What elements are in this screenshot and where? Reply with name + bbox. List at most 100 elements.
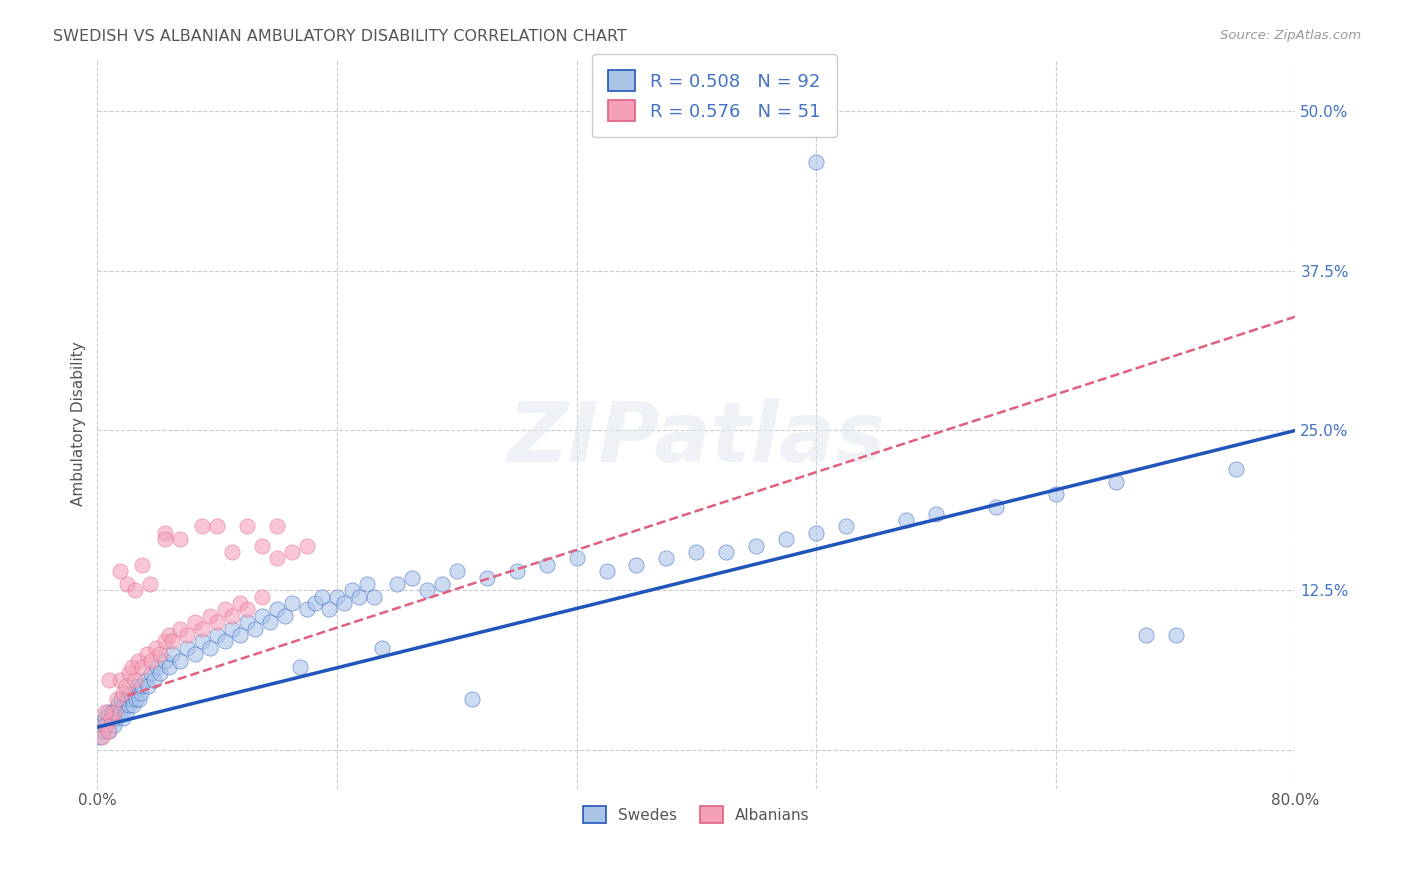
Point — [131, 558, 153, 572]
Point — [131, 679, 153, 693]
Point — [124, 673, 146, 687]
Point — [98, 723, 121, 738]
Point — [160, 634, 183, 648]
Text: SWEDISH VS ALBANIAN AMBULATORY DISABILITY CORRELATION CHART: SWEDISH VS ALBANIAN AMBULATORY DISABILIT… — [53, 29, 627, 44]
Point — [183, 647, 205, 661]
Point — [318, 602, 340, 616]
Point — [97, 723, 120, 738]
Point — [117, 577, 139, 591]
Point — [153, 634, 176, 648]
Point — [100, 711, 122, 725]
Point — [565, 551, 588, 566]
Point — [122, 698, 145, 713]
Point — [595, 564, 617, 578]
Point — [1045, 487, 1067, 501]
Point — [191, 634, 214, 648]
Point — [90, 717, 112, 731]
Point — [145, 640, 167, 655]
Point — [124, 685, 146, 699]
Point — [108, 673, 131, 687]
Point — [475, 570, 498, 584]
Point — [371, 640, 394, 655]
Point — [176, 640, 198, 655]
Point — [128, 692, 150, 706]
Point — [117, 692, 139, 706]
Point — [141, 654, 163, 668]
Point — [114, 679, 136, 693]
Point — [925, 507, 948, 521]
Point — [112, 698, 135, 713]
Point — [745, 539, 768, 553]
Point — [149, 647, 172, 661]
Point — [96, 717, 118, 731]
Point — [198, 640, 221, 655]
Point — [107, 698, 129, 713]
Point — [266, 519, 288, 533]
Point — [775, 532, 797, 546]
Point — [416, 583, 439, 598]
Point — [1225, 462, 1247, 476]
Point — [97, 705, 120, 719]
Point — [356, 577, 378, 591]
Point — [103, 717, 125, 731]
Point — [139, 577, 162, 591]
Point — [1135, 628, 1157, 642]
Point — [288, 660, 311, 674]
Point — [153, 532, 176, 546]
Y-axis label: Ambulatory Disability: Ambulatory Disability — [72, 342, 86, 507]
Point — [105, 711, 128, 725]
Point — [169, 654, 191, 668]
Point — [90, 731, 112, 745]
Point — [93, 723, 115, 738]
Point — [806, 525, 828, 540]
Point — [626, 558, 648, 572]
Point — [191, 622, 214, 636]
Point — [281, 545, 304, 559]
Point — [340, 583, 363, 598]
Point — [295, 539, 318, 553]
Point — [806, 155, 828, 169]
Point — [94, 717, 117, 731]
Point — [157, 628, 180, 642]
Point — [169, 622, 191, 636]
Point — [363, 590, 385, 604]
Point — [205, 519, 228, 533]
Point — [536, 558, 558, 572]
Point — [326, 590, 349, 604]
Point — [250, 539, 273, 553]
Point — [136, 679, 159, 693]
Point — [214, 602, 236, 616]
Point — [236, 615, 259, 630]
Point — [121, 692, 143, 706]
Point — [124, 583, 146, 598]
Point — [461, 692, 484, 706]
Point — [685, 545, 707, 559]
Point — [655, 551, 678, 566]
Point — [273, 608, 295, 623]
Point — [349, 590, 371, 604]
Point — [1164, 628, 1187, 642]
Point — [135, 647, 157, 661]
Point — [111, 685, 134, 699]
Point — [894, 513, 917, 527]
Text: Source: ZipAtlas.com: Source: ZipAtlas.com — [1220, 29, 1361, 42]
Point — [101, 705, 124, 719]
Point — [228, 628, 250, 642]
Point — [129, 685, 152, 699]
Point — [205, 628, 228, 642]
Point — [114, 705, 136, 719]
Point — [835, 519, 858, 533]
Point — [108, 705, 131, 719]
Point — [125, 692, 148, 706]
Point — [221, 608, 243, 623]
Point — [141, 666, 163, 681]
Point — [121, 660, 143, 674]
Legend: Swedes, Albanians: Swedes, Albanians — [571, 794, 823, 836]
Point — [446, 564, 468, 578]
Point — [221, 545, 243, 559]
Point — [250, 590, 273, 604]
Point — [221, 622, 243, 636]
Point — [104, 705, 127, 719]
Point — [169, 532, 191, 546]
Point — [281, 596, 304, 610]
